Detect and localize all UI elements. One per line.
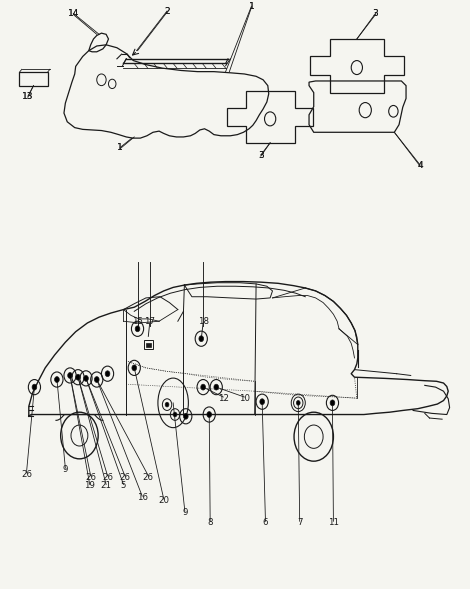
Circle shape: [330, 400, 335, 406]
Text: 7: 7: [297, 518, 302, 527]
Text: 26: 26: [21, 469, 32, 479]
Circle shape: [68, 372, 72, 378]
Circle shape: [94, 376, 99, 382]
Circle shape: [76, 374, 80, 380]
Circle shape: [84, 375, 88, 381]
Circle shape: [207, 412, 212, 418]
Text: 3: 3: [373, 9, 378, 18]
Text: 3: 3: [373, 9, 378, 18]
Text: 3: 3: [258, 151, 264, 160]
Text: 19: 19: [84, 481, 95, 490]
Circle shape: [132, 365, 137, 371]
Text: 17: 17: [144, 317, 155, 326]
Circle shape: [55, 376, 59, 382]
Text: 13: 13: [22, 92, 34, 101]
Circle shape: [135, 326, 140, 332]
Text: 12: 12: [218, 394, 229, 403]
Circle shape: [165, 402, 169, 407]
Text: 18: 18: [197, 317, 209, 326]
Circle shape: [297, 401, 300, 405]
Text: 4: 4: [417, 161, 423, 170]
Text: 20: 20: [158, 496, 169, 505]
Text: 9: 9: [182, 508, 188, 517]
Text: 14: 14: [68, 9, 79, 18]
Text: 5: 5: [121, 481, 126, 490]
Text: 26: 26: [102, 472, 113, 482]
Text: 26: 26: [143, 472, 154, 482]
Circle shape: [199, 336, 204, 342]
Text: 26: 26: [85, 472, 96, 482]
Text: 6: 6: [263, 518, 268, 527]
Text: 13: 13: [22, 92, 34, 101]
Text: 1: 1: [118, 143, 123, 152]
Circle shape: [260, 399, 265, 405]
Text: 3: 3: [258, 151, 264, 160]
Text: 9: 9: [63, 465, 68, 474]
Circle shape: [173, 412, 177, 417]
Text: 1: 1: [118, 143, 123, 152]
Text: 11: 11: [328, 518, 339, 527]
Circle shape: [105, 371, 110, 376]
Text: 1: 1: [249, 2, 254, 11]
Text: 2: 2: [164, 6, 170, 16]
Text: 21: 21: [101, 481, 112, 490]
Circle shape: [183, 413, 188, 419]
Circle shape: [32, 384, 37, 390]
Text: 4: 4: [417, 161, 423, 170]
Text: 15: 15: [132, 317, 143, 326]
Text: 16: 16: [137, 493, 148, 502]
Text: 1: 1: [249, 2, 254, 11]
Circle shape: [201, 384, 205, 390]
Circle shape: [214, 384, 219, 390]
Text: 26: 26: [119, 472, 130, 482]
Text: 8: 8: [207, 518, 213, 527]
Text: 2: 2: [164, 6, 170, 16]
Bar: [146, 343, 151, 346]
Bar: [144, 340, 153, 349]
Text: 14: 14: [68, 9, 79, 18]
Text: 10: 10: [239, 394, 250, 403]
